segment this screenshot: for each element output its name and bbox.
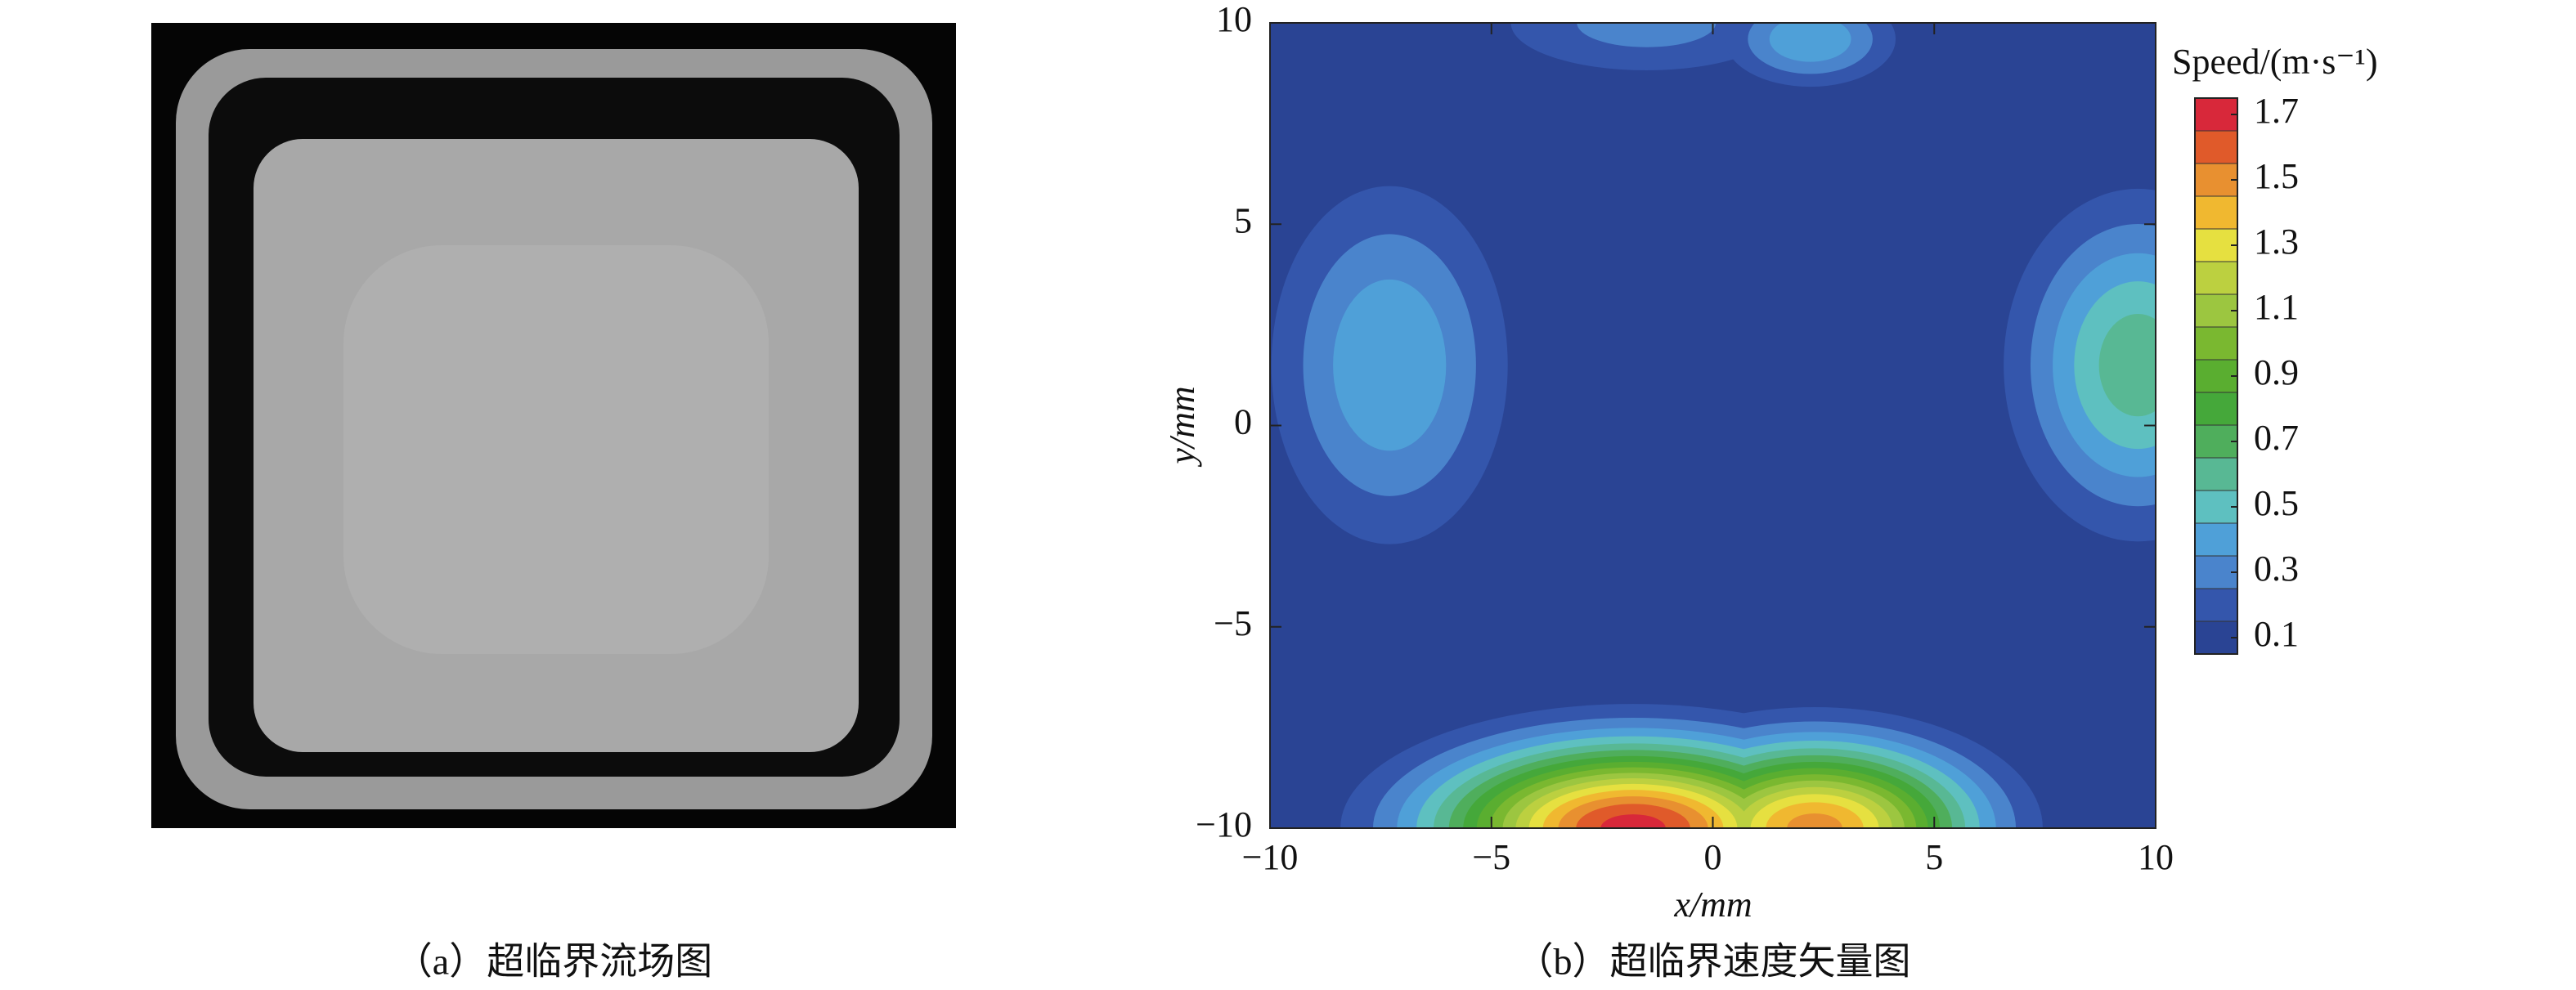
colorbar-tick-label: 0.3 bbox=[2254, 549, 2299, 589]
contour-field bbox=[1270, 23, 2156, 828]
x-tick-label: −10 bbox=[1242, 837, 1299, 877]
contour-band bbox=[1787, 813, 1842, 828]
colorbar-band bbox=[2194, 490, 2238, 524]
caption: （b）超临界速度矢量图 bbox=[1516, 941, 1911, 983]
colorbar-band bbox=[2194, 457, 2238, 491]
colorbar-title: Speed/(m·s⁻¹) bbox=[2172, 42, 2377, 82]
x-tick-label: 10 bbox=[2138, 837, 2174, 877]
x-tick-label: 5 bbox=[1925, 837, 1943, 877]
photo bbox=[151, 23, 956, 828]
contour-band bbox=[2098, 313, 2156, 417]
colorbar-tick-label: 1.3 bbox=[2254, 222, 2299, 262]
contour-band bbox=[1769, 23, 1851, 62]
x-tick-label: 0 bbox=[1704, 837, 1722, 877]
colorbar-band bbox=[2194, 261, 2238, 295]
y-tick-label: 5 bbox=[1234, 200, 1252, 240]
contour-band bbox=[1600, 814, 1666, 828]
y-tick-label: −5 bbox=[1214, 603, 1252, 643]
contour-band bbox=[1577, 23, 1717, 47]
y-tick-label: 0 bbox=[1234, 402, 1252, 442]
colorbar-band bbox=[2194, 228, 2238, 262]
colorbar-band bbox=[2194, 359, 2238, 393]
colorbar-band bbox=[2194, 195, 2238, 230]
colorbar-band bbox=[2194, 588, 2238, 622]
x-tick-label: −5 bbox=[1472, 837, 1510, 877]
colorbar-tick-label: 0.5 bbox=[2254, 483, 2299, 523]
colorbar-tick-label: 0.9 bbox=[2254, 352, 2299, 392]
colorbar-tick-label: 1.5 bbox=[2254, 156, 2299, 196]
caption: （a）超临界流场图 bbox=[395, 941, 712, 983]
colorbar-band bbox=[2194, 620, 2238, 655]
colorbar-tick-label: 0.7 bbox=[2254, 418, 2299, 458]
photo-center bbox=[343, 245, 769, 654]
colorbar-tick-label: 1.7 bbox=[2254, 91, 2299, 131]
colorbar-band bbox=[2194, 392, 2238, 426]
y-tick-label: 10 bbox=[1216, 0, 1252, 39]
colorbar-tick-label: 0.1 bbox=[2254, 614, 2299, 654]
x-axis-label: x/mm bbox=[1673, 885, 1752, 925]
colorbar-band bbox=[2194, 326, 2238, 361]
contour-band bbox=[1333, 279, 1447, 451]
colorbar-band bbox=[2194, 130, 2238, 164]
y-axis-label: y/mm bbox=[1162, 386, 1202, 467]
colorbar-band bbox=[2194, 522, 2238, 557]
colorbar-tick-label: 1.1 bbox=[2254, 287, 2299, 327]
y-tick-label: −10 bbox=[1196, 804, 1252, 844]
colorbar-band bbox=[2194, 424, 2238, 459]
